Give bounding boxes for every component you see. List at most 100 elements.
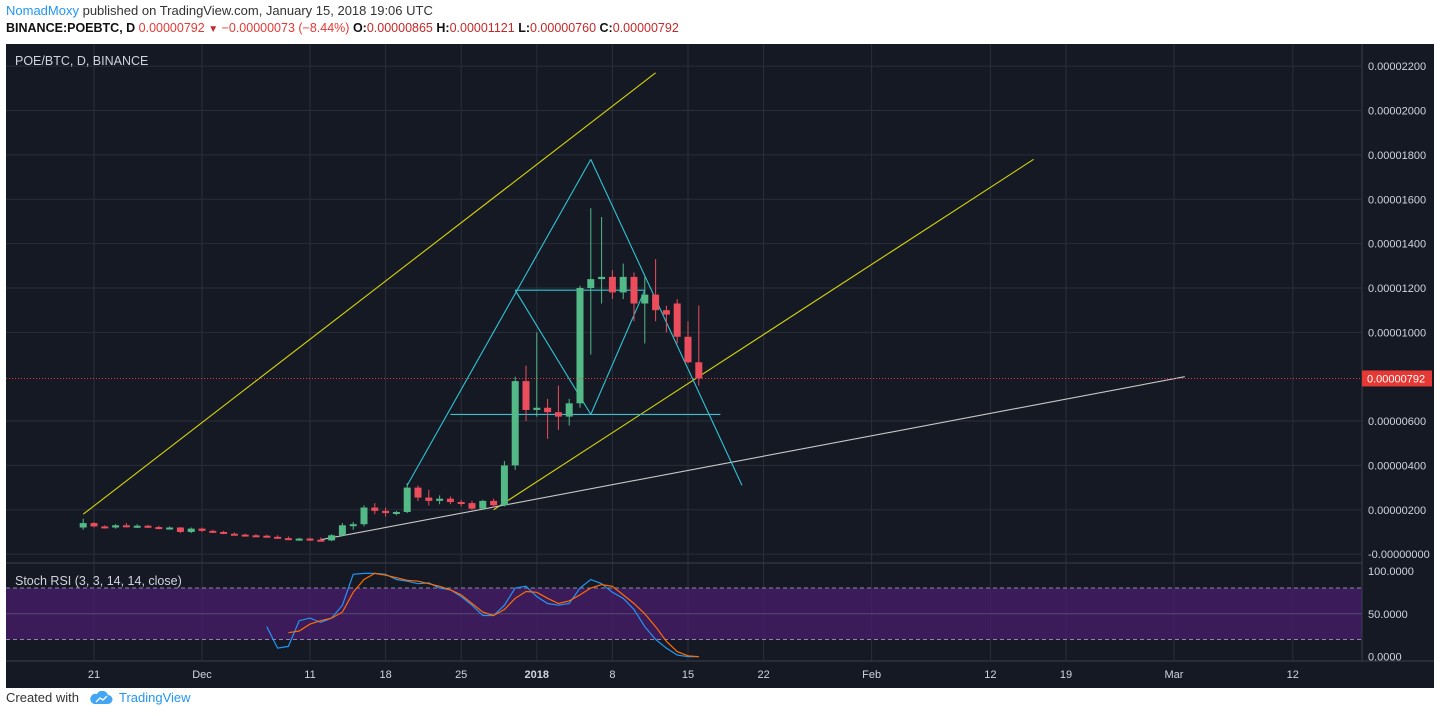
stoch-rsi-d-line [288, 572, 699, 658]
candle [252, 534, 260, 538]
candle [511, 376, 519, 470]
candle [652, 259, 660, 322]
time-tick-label: 19 [1060, 669, 1072, 681]
candle-body [90, 523, 98, 527]
candle-body [673, 303, 681, 337]
candle [198, 527, 206, 532]
candle-body [403, 487, 411, 512]
open-value: 0.00000865 [366, 21, 433, 35]
time-tick-label: 11 [304, 669, 315, 681]
chart-background [6, 44, 1434, 688]
candle [608, 270, 616, 300]
down-arrow-icon: ▼ [208, 24, 219, 35]
candle [122, 523, 130, 528]
candle-body [641, 294, 649, 304]
candle [392, 510, 400, 516]
candle-body [360, 507, 368, 525]
candle [598, 217, 606, 304]
candle [436, 495, 444, 505]
last-price-label: 0.00000792 [1367, 373, 1425, 385]
candle [403, 483, 411, 514]
candle-body [598, 276, 606, 280]
candle-body [241, 534, 249, 537]
candle-body [295, 538, 303, 541]
candle-body [619, 276, 627, 293]
candle [328, 534, 336, 542]
candle-body [414, 487, 422, 498]
candle-body [230, 533, 238, 536]
time-axis[interactable]: 21 Dec 11 18 25 2018 8 15 22 Feb 12 19 Mar 12 [88, 669, 1299, 681]
stoch-rsi-lines [266, 572, 699, 658]
lower-channel-line [493, 158, 1034, 511]
candle-body [338, 525, 346, 536]
candle [414, 485, 422, 501]
publish-info: NomadMoxy published on TradingView.com, … [6, 3, 433, 18]
candle [349, 521, 357, 530]
candle-body [79, 523, 87, 528]
candle-body [274, 536, 282, 539]
candle-body [209, 530, 217, 533]
price-tick-label: 0.00002200 [1368, 61, 1426, 73]
price-chart[interactable]: 0.00002200 0.00002000 0.00001800 0.00001600… [6, 44, 1434, 688]
author-link[interactable]: NomadMoxy [6, 3, 79, 18]
symbol-label: BINANCE:POEBTC, D [6, 21, 136, 35]
candle-body [263, 535, 271, 538]
high-label: H: [436, 21, 450, 35]
candle [79, 518, 87, 530]
candle [284, 536, 292, 541]
publish-text: published on TradingView.com, January 15… [82, 3, 433, 18]
candle-body [446, 498, 454, 503]
candle-body [576, 287, 584, 404]
candle-body [101, 526, 109, 529]
candle [263, 534, 271, 538]
candle [144, 524, 152, 528]
candle [241, 533, 249, 537]
candle-body [511, 381, 519, 466]
rsi-axis[interactable]: 100.0000 50.0000 0.0000 [1368, 566, 1414, 664]
price-axis[interactable]: 0.00002200 0.00002000 0.00001800 0.00001600… [1368, 61, 1430, 561]
time-tick-label: 2018 [525, 669, 549, 681]
candle-body [522, 381, 530, 410]
tradingview-link[interactable]: TradingView [118, 690, 191, 705]
price-tick-label: 0.00001200 [1368, 283, 1426, 295]
close-value: 0.00000792 [612, 21, 679, 35]
candle-body [220, 531, 228, 534]
candle-body [198, 528, 206, 531]
candle [446, 496, 454, 505]
low-label: L: [518, 21, 530, 35]
candle-body [468, 503, 476, 509]
tradingview-cloud-icon [90, 690, 113, 704]
candle-body [479, 500, 487, 509]
candle [425, 489, 433, 506]
candle-body [144, 525, 152, 528]
upper-channel-line [82, 72, 656, 515]
candle-body [587, 279, 595, 288]
candle [468, 500, 476, 510]
candle-body [112, 525, 120, 528]
candle [360, 505, 368, 527]
candle-body [328, 535, 336, 541]
last-price: 0.00000792 [138, 21, 205, 35]
main-pane-title: POE/BTC, D, BINANCE [15, 54, 148, 68]
close-label: C: [599, 21, 613, 35]
candle [522, 365, 530, 422]
price-tick-label: 0.00001400 [1368, 239, 1426, 251]
candle-body [684, 336, 692, 363]
candle-body [317, 539, 325, 542]
candle [533, 332, 541, 417]
candle [695, 305, 703, 386]
candle [565, 398, 573, 426]
candle [338, 523, 346, 537]
candle [274, 535, 282, 539]
candle-body [436, 498, 444, 501]
candle [630, 272, 638, 322]
candle-body [554, 412, 562, 417]
candle-body [533, 407, 541, 410]
high-value: 0.00001121 [449, 21, 515, 35]
candle [587, 208, 595, 355]
price-change: −0.00000073 (−8.44%) [221, 21, 350, 35]
price-tick-label: 0.00000200 [1368, 505, 1426, 517]
candle-body [371, 507, 379, 511]
rsi-band [6, 587, 1362, 641]
candle [684, 321, 692, 364]
